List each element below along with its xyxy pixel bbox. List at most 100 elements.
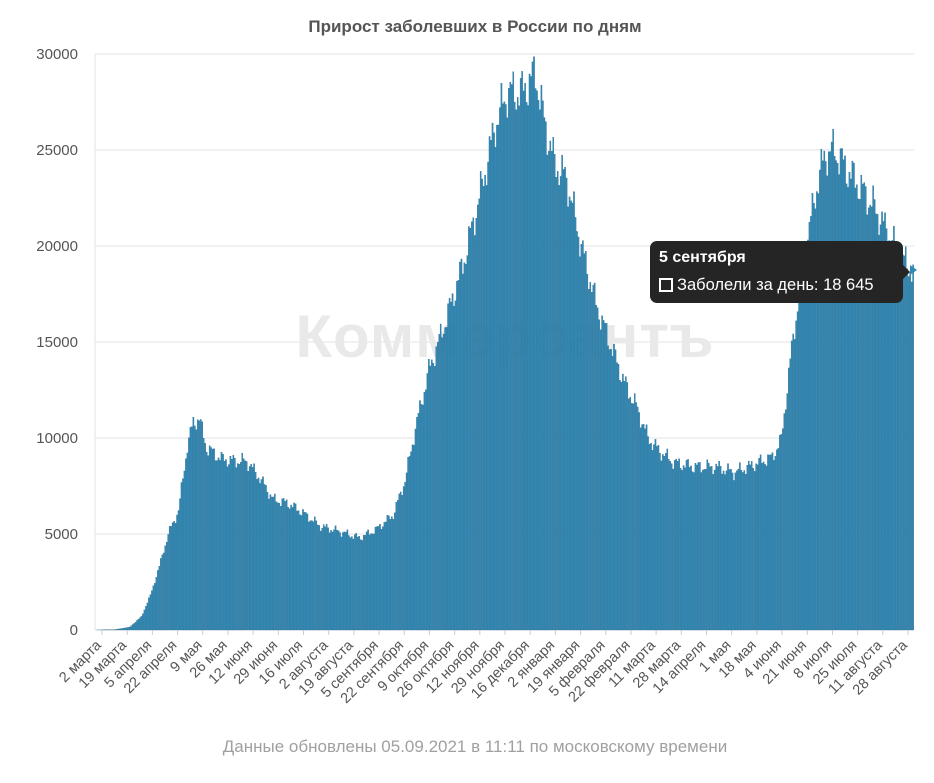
bar	[447, 303, 449, 631]
bar	[545, 121, 547, 631]
bar	[395, 501, 398, 631]
bar	[262, 476, 264, 631]
bar	[257, 477, 260, 631]
bar	[730, 469, 732, 631]
bar	[684, 467, 686, 631]
bar	[380, 529, 383, 631]
bar	[465, 264, 467, 631]
bar	[404, 481, 406, 631]
bar	[635, 402, 637, 631]
bar	[749, 464, 751, 631]
bar	[442, 333, 445, 631]
bar	[297, 510, 300, 631]
bar	[561, 154, 563, 631]
bar	[506, 117, 509, 631]
bar	[870, 206, 873, 631]
bar	[413, 444, 415, 631]
bar	[756, 464, 759, 631]
bar	[260, 479, 263, 631]
bar	[706, 459, 709, 631]
bar	[515, 109, 517, 631]
bar	[136, 620, 138, 631]
bar	[641, 424, 643, 631]
bar	[865, 186, 867, 631]
bar	[217, 457, 220, 631]
bar	[753, 471, 756, 631]
bar	[389, 519, 392, 631]
bar	[133, 623, 135, 631]
bar	[287, 507, 289, 631]
bar	[371, 533, 374, 631]
bar	[481, 178, 483, 631]
bar	[394, 512, 396, 631]
bar	[611, 356, 614, 631]
bar	[496, 125, 498, 631]
bar	[148, 597, 150, 631]
bar	[385, 521, 387, 631]
bar	[476, 204, 479, 631]
bar	[878, 234, 880, 631]
bar	[445, 327, 448, 631]
bar	[703, 469, 706, 631]
bar	[474, 235, 476, 631]
bar	[285, 499, 288, 631]
bar	[250, 464, 252, 631]
bar	[899, 273, 901, 631]
bar	[204, 443, 206, 631]
bar	[767, 454, 769, 631]
bar	[205, 451, 208, 631]
bar	[777, 448, 780, 631]
bar	[362, 535, 365, 631]
bar	[725, 470, 728, 631]
bar	[869, 204, 871, 631]
bar	[503, 101, 506, 631]
bar	[709, 466, 712, 631]
bar	[525, 102, 528, 631]
bar	[672, 468, 674, 631]
bar	[370, 533, 372, 631]
bar	[573, 191, 575, 631]
bar	[579, 256, 581, 631]
bar	[220, 452, 223, 631]
bar	[451, 293, 454, 631]
bar	[214, 460, 217, 631]
y-tick-label: 10000	[36, 430, 78, 447]
bar	[512, 71, 515, 631]
bar	[690, 465, 692, 631]
bar	[160, 558, 162, 631]
bar	[305, 512, 307, 631]
y-tick-label: 5000	[45, 526, 78, 543]
bar	[382, 526, 384, 631]
hover-marker	[910, 265, 917, 275]
bar	[177, 510, 180, 631]
bar	[787, 367, 790, 631]
bar	[271, 496, 273, 631]
y-tick-label: 0	[70, 622, 78, 639]
bar	[793, 339, 796, 631]
bar	[435, 346, 438, 631]
bar	[774, 456, 777, 631]
bar	[234, 457, 236, 631]
bar	[633, 393, 636, 631]
bar	[505, 104, 507, 631]
bar	[577, 236, 580, 631]
bar	[740, 469, 743, 631]
bar	[460, 258, 463, 631]
bar	[167, 534, 169, 631]
bar	[456, 281, 458, 631]
bar	[542, 100, 544, 631]
bar	[256, 479, 258, 631]
bar	[151, 590, 153, 631]
y-tick-label: 30000	[36, 46, 78, 63]
y-tick-label: 25000	[36, 142, 78, 159]
bar	[693, 472, 695, 631]
bar	[893, 226, 895, 631]
bar	[842, 159, 845, 631]
bar	[583, 253, 586, 631]
bar	[819, 169, 821, 631]
bar	[659, 453, 661, 631]
bar	[259, 483, 261, 631]
bar	[676, 461, 679, 631]
bar	[441, 337, 443, 631]
bar	[752, 468, 754, 631]
